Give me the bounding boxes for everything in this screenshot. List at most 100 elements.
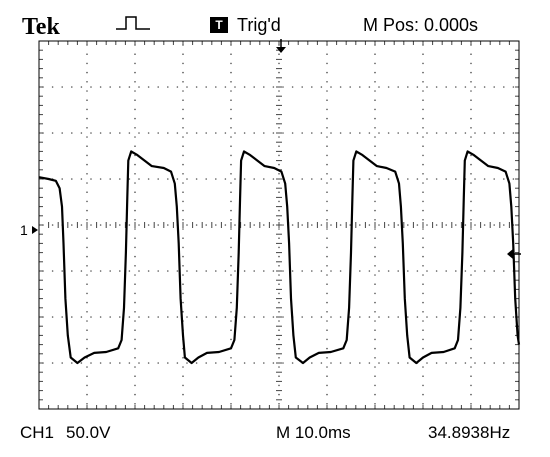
graticule-dot xyxy=(374,357,376,359)
graticule-dot xyxy=(128,178,131,180)
graticule-dot xyxy=(422,71,424,74)
graticule-dot xyxy=(320,86,323,88)
graticule-dot xyxy=(387,86,390,88)
graticule-dot xyxy=(422,255,424,258)
graticule-dot xyxy=(374,173,376,175)
graticule-dot xyxy=(182,283,184,286)
graticule-dot xyxy=(134,255,136,258)
graticule-dot xyxy=(186,132,188,134)
graticule-dot xyxy=(470,90,472,92)
graticule-dot xyxy=(109,178,111,180)
graticule-dot xyxy=(503,270,505,272)
graticule-dot xyxy=(182,108,184,111)
graticule-dot xyxy=(86,301,88,304)
graticule-dot xyxy=(157,362,159,364)
graticule-dot xyxy=(464,224,467,226)
graticule-dot xyxy=(374,375,376,378)
graticule-dot xyxy=(186,362,188,364)
graticule-dot xyxy=(422,182,424,184)
graticule-dot xyxy=(349,178,352,180)
graticule-dot xyxy=(470,347,472,350)
graticule-dot xyxy=(464,270,467,272)
graticule-dot xyxy=(90,86,92,88)
graticule-dot xyxy=(407,362,409,364)
graticule-dot xyxy=(272,362,275,364)
graticule-dot xyxy=(230,53,232,55)
graticule-dot xyxy=(397,224,400,226)
graticule-dot xyxy=(422,237,424,239)
graticule-dot xyxy=(272,178,275,180)
graticule-dot xyxy=(119,362,121,364)
graticule-dot xyxy=(61,316,63,318)
graticule-dot xyxy=(278,329,280,332)
graticule-dot xyxy=(86,71,88,74)
graticule-dot xyxy=(374,384,376,387)
graticule-dot xyxy=(86,255,88,258)
graticule-dot xyxy=(230,81,232,83)
graticule-dot xyxy=(186,86,188,88)
graticule-dot xyxy=(470,393,472,396)
graticule-dot xyxy=(253,132,255,134)
graticule-dot xyxy=(512,132,515,134)
graticule-dot xyxy=(278,403,280,405)
graticule-dot xyxy=(99,270,102,272)
graticule-dot xyxy=(134,191,136,193)
graticule-dot xyxy=(182,384,184,387)
status-bar: Tek T Trig'd M Pos: 0.000s xyxy=(0,0,550,40)
graticule-dot xyxy=(182,182,184,184)
graticule-dot xyxy=(224,224,227,226)
graticule-dot xyxy=(470,127,472,129)
channel-1-marker-label: 1 xyxy=(20,222,28,238)
graticule-dot xyxy=(374,127,376,129)
graticule-dot xyxy=(291,132,294,134)
graticule-dot xyxy=(422,265,424,267)
graticule-dot xyxy=(483,224,486,226)
graticule-dot xyxy=(330,86,332,88)
graticule-dot xyxy=(138,362,140,364)
graticule-dot xyxy=(493,362,496,364)
graticule-dot xyxy=(278,320,280,322)
graticule-dot xyxy=(311,132,313,134)
graticule-dot xyxy=(134,173,136,175)
graticule-dot xyxy=(263,86,265,88)
graticule-dot xyxy=(86,173,88,175)
graticule-dot xyxy=(134,292,136,295)
graticule-dot xyxy=(416,270,419,272)
graticule-dot xyxy=(326,173,328,175)
graticule-dot xyxy=(470,329,472,332)
graticule-dot xyxy=(326,292,328,295)
graticule-dot xyxy=(230,311,232,313)
graticule-dot xyxy=(71,132,73,134)
graticule-dot xyxy=(330,362,332,364)
graticule-dot xyxy=(311,362,313,364)
graticule-dot xyxy=(234,270,236,272)
graticule-dot xyxy=(86,292,88,295)
graticule-dot xyxy=(445,132,448,134)
graticule-dot xyxy=(282,86,284,88)
graticule-dot xyxy=(378,132,380,134)
graticule-dot xyxy=(176,86,179,88)
graticule-dot xyxy=(86,246,88,249)
graticule-dot xyxy=(230,136,232,138)
graticule-dot xyxy=(215,316,217,318)
graticule-dot xyxy=(234,86,236,88)
graticule-dot xyxy=(435,132,438,134)
graticule-dot xyxy=(470,191,472,193)
graticule-dot xyxy=(134,182,136,184)
graticule-dot xyxy=(182,311,184,313)
graticule-dot xyxy=(278,347,280,350)
graticule-dot xyxy=(339,132,342,134)
graticule-dot xyxy=(422,311,424,313)
graticule-dot xyxy=(134,347,136,350)
graticule-dot xyxy=(243,316,246,318)
graticule-dot xyxy=(483,270,486,272)
graticule-dot xyxy=(230,301,232,304)
graticule-dot xyxy=(407,132,409,134)
graticule-dot xyxy=(374,301,376,304)
graticule-dot xyxy=(470,283,472,286)
graticule-dot xyxy=(186,178,188,180)
graticule-dot xyxy=(230,393,232,396)
graticule-dot xyxy=(483,362,486,364)
graticule-dot xyxy=(86,384,88,387)
graticule-dot xyxy=(301,86,304,88)
